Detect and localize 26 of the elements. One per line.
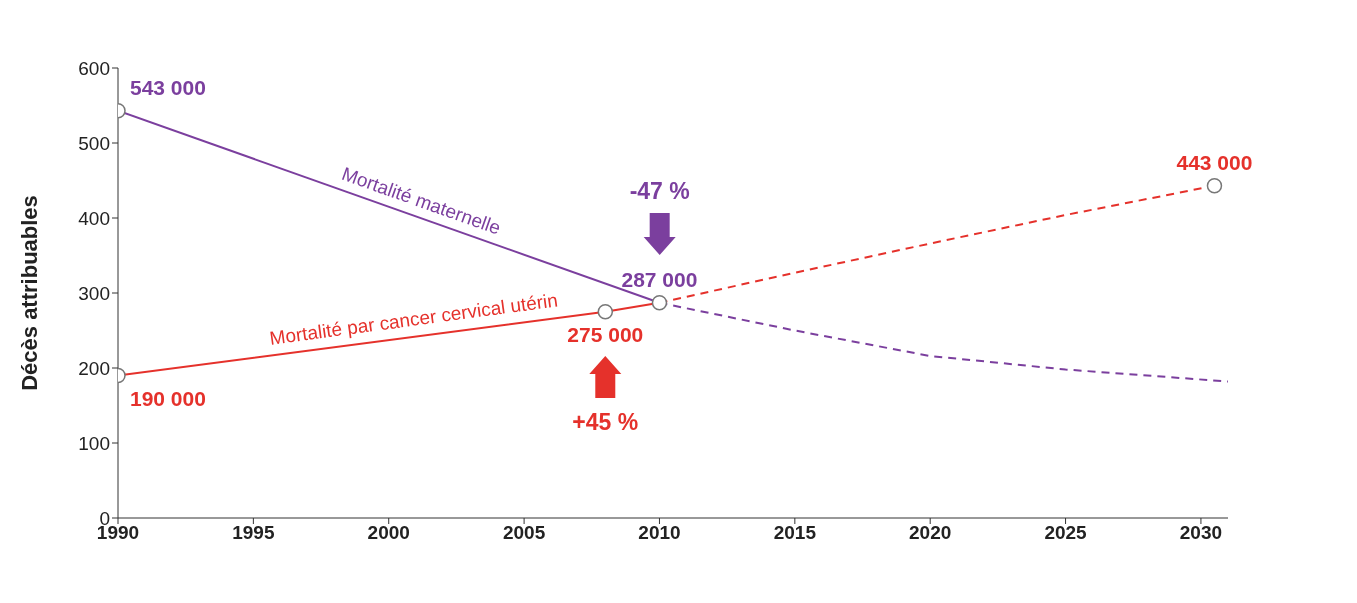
x-tick-label: 1995 [232, 522, 275, 544]
y-tick-label: 400 [78, 207, 110, 229]
point [597, 304, 614, 320]
y-axis-title: Décès attribuables [16, 195, 42, 391]
annotation: 443 000 [1176, 150, 1253, 174]
x-tick-label: 2010 [638, 522, 681, 544]
point [1206, 178, 1223, 194]
y-tick-label: 500 [78, 132, 110, 154]
annotation: 190 000 [130, 386, 206, 410]
point [651, 295, 668, 311]
y-tick-label: 300 [78, 282, 110, 304]
x-tick-label: 2015 [773, 522, 817, 544]
annotation: 287 000 [621, 267, 698, 291]
annotation: -47 % [629, 178, 690, 204]
y-tick-label: 100 [78, 432, 110, 454]
y-tick-label: 600 [78, 57, 110, 79]
y-tick-label: 200 [78, 357, 110, 379]
x-tick-label: 2000 [367, 522, 410, 544]
annotation: 275 000 [567, 322, 644, 346]
annotation: 543 000 [130, 75, 206, 99]
x-tick-label: 2030 [1179, 522, 1223, 544]
x-tick-label: 2025 [1044, 522, 1088, 544]
x-tick-label: 2005 [502, 522, 546, 544]
annotation: +45 % [572, 409, 639, 435]
x-tick-label: 2020 [909, 522, 952, 544]
text: Mortalité par cancer cervical utérin [268, 289, 559, 349]
